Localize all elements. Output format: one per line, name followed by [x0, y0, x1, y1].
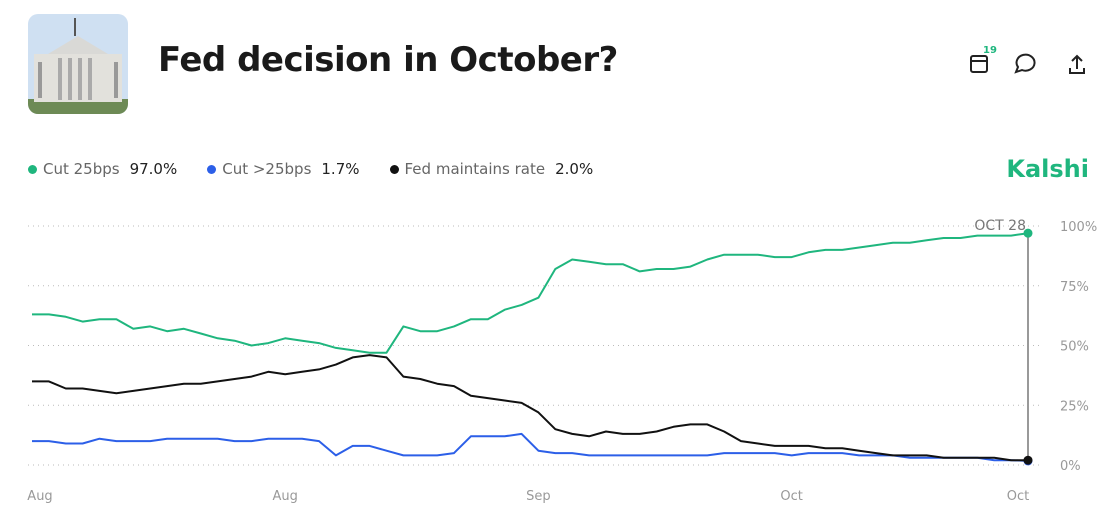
- legend-dot: [389, 164, 399, 174]
- badge: 19: [983, 45, 997, 56]
- calendar-icon[interactable]: [970, 55, 988, 73]
- legend-value: 1.7%: [321, 160, 360, 178]
- series-line: [32, 354, 1028, 462]
- cursor-label: OCT 28: [974, 218, 1026, 234]
- x-tick-label: Sep: [526, 489, 551, 504]
- x-tick-label: Oct: [1007, 489, 1029, 504]
- x-tick-label: Aug: [27, 489, 52, 504]
- legend-item[interactable]: Fed maintains rate 2.0%: [389, 160, 594, 178]
- legend-dot: [207, 164, 217, 174]
- comment-icon[interactable]: [1014, 53, 1036, 74]
- legend-value: 97.0%: [129, 160, 178, 178]
- legend-name: Cut 25bps: [43, 160, 120, 178]
- toolbar: 19: [970, 45, 1085, 74]
- series-line: [32, 432, 1029, 462]
- y-tick-label: 0%: [1060, 459, 1081, 474]
- legend: Cut 25bps 97.0% Cut >25bps 1.7% Fed maintain…: [28, 160, 593, 178]
- legend-item[interactable]: Cut 25bps 97.0%: [28, 160, 177, 178]
- x-tick-label: Oct: [780, 489, 802, 504]
- legend-name: Cut >25bps: [222, 160, 312, 178]
- y-tick-label: 25%: [1060, 399, 1089, 414]
- y-tick-label: 50%: [1060, 340, 1089, 355]
- title: Fed decision in October?: [158, 40, 618, 80]
- legend-value: 2.0%: [555, 160, 594, 178]
- y-tick-label: 75%: [1060, 280, 1089, 295]
- legend-name: Fed maintains rate: [404, 160, 546, 178]
- chart: 0% 25% 50% 75% 100% Aug Aug Sep Oct Oct OCT 28: [27, 218, 1097, 504]
- legend-dot: [28, 164, 37, 174]
- y-tick-label: 100%: [1060, 220, 1097, 235]
- share-icon[interactable]: [1069, 54, 1085, 74]
- end-point: [1023, 228, 1033, 238]
- series-line: [32, 232, 1029, 354]
- legend-item[interactable]: Cut >25bps 1.7%: [207, 160, 360, 178]
- thumbnail: [28, 14, 128, 114]
- brand[interactable]: Kalshi: [1006, 155, 1089, 183]
- end-point: [1023, 455, 1033, 465]
- x-tick-label: Aug: [273, 489, 298, 504]
